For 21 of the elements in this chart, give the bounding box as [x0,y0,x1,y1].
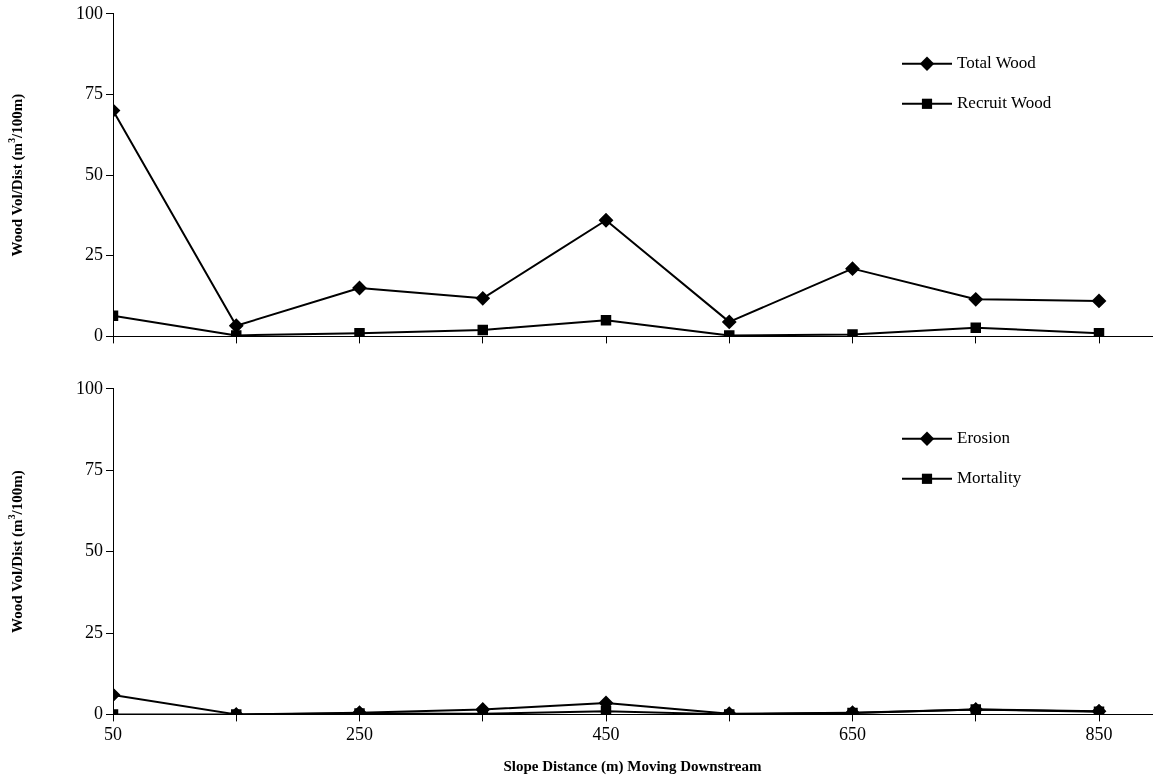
x-tick-label: 250 [346,723,373,744]
legend-label: Mortality [957,468,1022,488]
x-tick-label: 450 [592,723,620,744]
y-tick-label: 25 [85,621,103,642]
y-tick-label: 25 [85,244,103,265]
y-axis-title: Wood Vol/Dist (m3/100m) [6,93,26,257]
x-axis-title: Slope Distance (m) Moving Downstream [503,757,763,775]
y-tick-label: 0 [94,325,103,346]
y-tick-label: 100 [76,377,103,398]
legend-label: Erosion [957,428,1011,448]
y-tick-label: 0 [94,703,103,724]
x-tick-label: 850 [1085,723,1113,744]
y-tick-label: 75 [85,83,103,104]
legend-label: Recruit Wood [957,93,1052,113]
y-tick-label: 50 [85,163,103,184]
y-tick-label: 75 [85,458,103,479]
x-tick-label: 650 [839,723,866,744]
y-axis-title: Wood Vol/Dist (m3/100m) [6,470,26,633]
y-tick-label: 50 [85,540,103,561]
y-tick-label: 100 [76,2,103,23]
legend-label: Total Wood [957,53,1037,73]
